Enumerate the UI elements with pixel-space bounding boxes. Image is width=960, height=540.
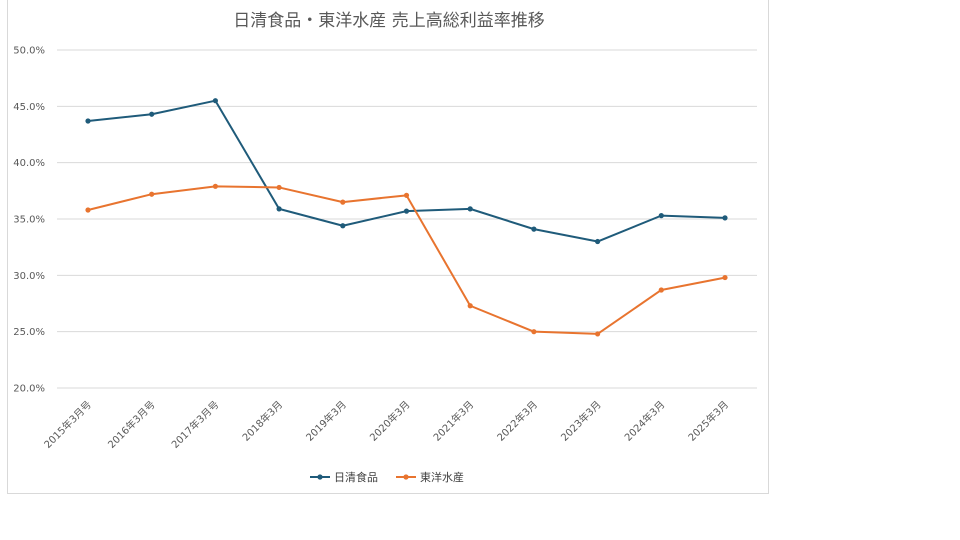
data-point [340,223,346,229]
series-line [87,99,726,243]
y-tick-label: 40.0% [13,158,45,169]
chart-title: 日清食品・東洋水産 売上高総利益率推移 [233,11,544,31]
data-point [403,192,410,198]
data-point [212,98,218,104]
data-point [595,331,601,337]
y-tick-label: 45.0% [13,102,45,113]
data-point [658,213,664,219]
x-tick-label: 2021年3月 [430,398,476,444]
data-point [85,207,91,213]
data-point [595,238,601,245]
data-point [340,199,346,205]
data-point [149,191,155,197]
chart-area [7,0,769,494]
x-tick-label: 2017年3月号 [169,398,222,451]
series-1 [85,98,728,245]
gridlines [57,49,757,389]
x-axis-tick-labels: 2015年3月号 2016年3月号 2017年3月号 2018年3月 2019年3月 20… [41,398,731,451]
legend-item: 日清食品 [310,470,378,484]
legend-label: 東洋水産 [420,470,464,484]
x-tick-label: 2023年3月 [558,398,604,444]
y-tick-label: 35.0% [13,215,45,226]
x-tick-label: 2022年3月 [494,398,540,444]
data-point [722,215,728,221]
legend-marker [403,474,409,480]
series-lines [85,98,728,337]
legend-item: 東洋水産 [396,470,464,484]
data-point [531,226,537,232]
data-point [467,206,473,212]
data-point [212,183,218,189]
x-tick-label: 2015年3月号 [41,398,94,451]
x-tick-label: 2024年3月 [622,398,668,444]
legend-label: 日清食品 [334,470,378,484]
data-point [85,118,91,124]
y-axis-tick-labels: 20.0% 25.0% 30.0% 35.0% 40.0% 45.0% 50.0% [13,46,45,395]
x-tick-label: 2020年3月 [367,398,413,444]
legend: 日清食品 東洋水産 [310,470,464,484]
x-tick-label: 2018年3月 [239,398,285,444]
data-point [531,329,537,335]
data-point [149,111,155,117]
data-point [276,206,282,212]
data-point [403,208,410,214]
data-point [276,184,282,191]
x-tick-label: 2016年3月号 [105,398,158,451]
x-tick-label: 2025年3月 [685,398,731,444]
y-tick-label: 50.0% [13,46,45,57]
y-tick-label: 25.0% [13,327,45,338]
data-point [722,274,728,281]
series-2 [85,183,728,337]
x-tick-label: 2019年3月 [303,398,349,444]
data-point [467,303,473,309]
legend-marker [317,474,323,480]
series-line [87,185,726,335]
y-tick-label: 30.0% [13,271,45,282]
y-tick-label: 20.0% [13,384,45,395]
data-point [658,287,664,293]
